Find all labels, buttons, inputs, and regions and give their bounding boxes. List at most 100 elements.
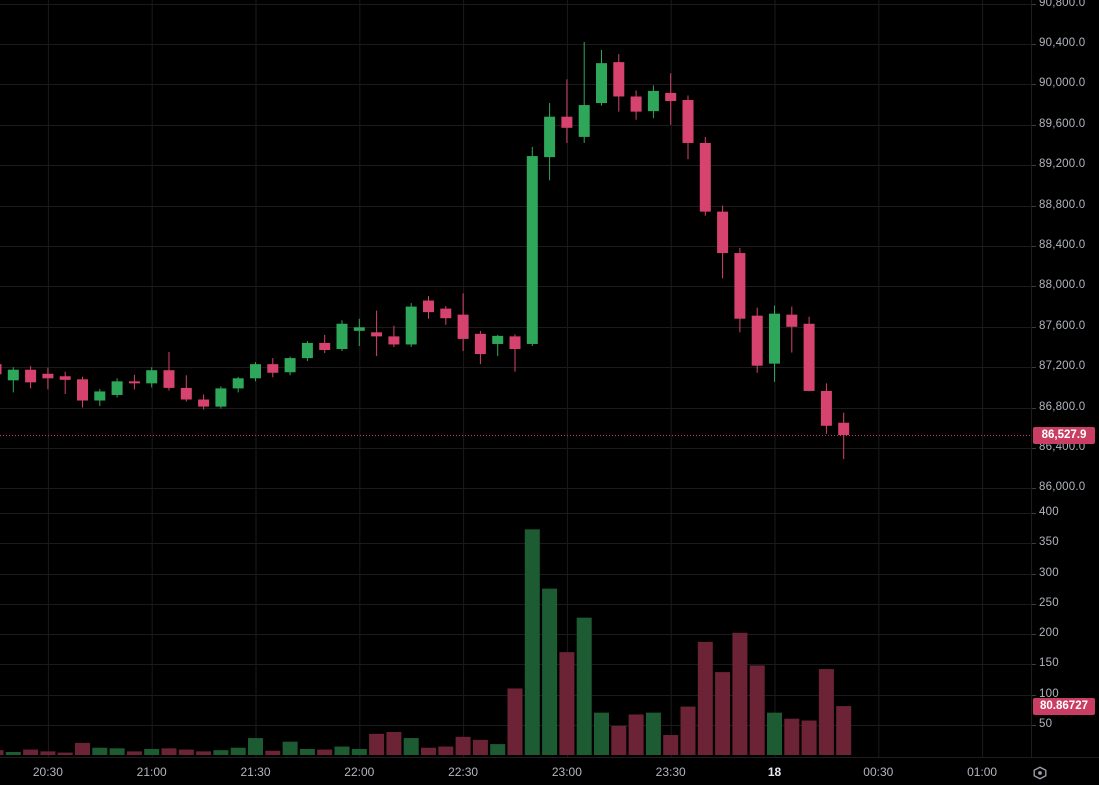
- axis-tick-mark: [1032, 695, 1036, 696]
- candle-body: [215, 388, 227, 407]
- volume-bar: [697, 641, 713, 755]
- volume-bar: [836, 706, 852, 755]
- candle-body: [699, 142, 711, 212]
- volume-bar: [23, 749, 39, 755]
- axis-tick-mark: [1032, 125, 1036, 126]
- volume-bar: [524, 529, 540, 755]
- last-price-badge: 86,527.9: [1033, 427, 1095, 444]
- axis-settings-icon[interactable]: [1030, 763, 1050, 783]
- volume-bar: [438, 746, 454, 755]
- candle-wick: [47, 367, 49, 390]
- candle-body: [717, 211, 729, 254]
- price-tick-label: 90,800.0: [1039, 0, 1086, 9]
- chart-plot-area[interactable]: [0, 0, 1031, 757]
- axis-tick-mark: [1032, 327, 1036, 328]
- volume-bar: [144, 748, 160, 755]
- time-tick-label: 01:00: [967, 765, 998, 779]
- axis-tick-mark: [1032, 574, 1036, 575]
- candle-body: [7, 369, 19, 381]
- volume-tick-label: 250: [1039, 597, 1059, 609]
- price-tick-label: 88,400.0: [1039, 239, 1086, 251]
- volume-tick-label: 400: [1039, 506, 1059, 518]
- volume-bar: [5, 751, 21, 755]
- axis-tick-mark: [1032, 488, 1036, 489]
- candle-body: [440, 308, 452, 319]
- candle-body: [838, 422, 850, 436]
- candle-wick: [64, 371, 66, 394]
- volume-bar: [421, 747, 436, 755]
- volume-bar: [299, 748, 315, 755]
- candle-body: [820, 390, 832, 426]
- volume-tick-label: 50: [1039, 718, 1053, 730]
- candle-wick: [514, 334, 516, 372]
- axis-tick-mark: [1032, 604, 1036, 605]
- axis-tick-mark: [1032, 543, 1036, 544]
- candle-body: [371, 332, 383, 337]
- candle-body: [578, 105, 590, 137]
- candle-body: [180, 387, 192, 400]
- volume-bar: [818, 669, 834, 755]
- candle-body: [734, 253, 746, 319]
- volume-bar: [351, 748, 367, 755]
- volume-bar: [680, 706, 696, 755]
- candle-body: [423, 300, 434, 313]
- time-tick-label: 23:00: [551, 765, 582, 779]
- axis-tick-mark: [1032, 165, 1036, 166]
- volume-bar: [386, 732, 402, 755]
- axis-tick-mark: [1032, 4, 1036, 5]
- volume-bar: [109, 748, 125, 755]
- candle-body: [336, 323, 348, 350]
- candle-body: [284, 358, 296, 373]
- candle-body: [544, 116, 556, 158]
- candle-wick: [566, 79, 568, 143]
- price-tick-label: 87,600.0: [1039, 320, 1086, 332]
- price-tick-label: 87,200.0: [1039, 360, 1086, 372]
- last-volume-badge: 80.86727: [1033, 698, 1095, 715]
- volume-bar: [663, 735, 679, 755]
- axis-tick-mark: [1032, 448, 1036, 449]
- axis-tick-mark: [1032, 44, 1036, 45]
- time-tick-label: 23:30: [655, 765, 686, 779]
- time-tick-label: 00:30: [863, 765, 894, 779]
- volume-bar: [92, 747, 108, 755]
- candle-body: [751, 315, 763, 366]
- time-axis[interactable]: 20:30 21:00 21:30 22:00 22:30 23:00 23:30 18 00:…: [0, 757, 1099, 785]
- candle-body: [596, 63, 607, 104]
- volume-bar: [507, 688, 523, 755]
- volume-bar: [472, 739, 488, 755]
- candle-body: [786, 314, 798, 327]
- candle-body: [77, 379, 88, 401]
- candle-wick: [358, 318, 360, 346]
- volume-bar: [40, 751, 56, 755]
- time-tick-label: 20:30: [32, 765, 63, 779]
- volume-bar: [732, 632, 748, 755]
- price-tick-label: 86,400.0: [1039, 441, 1086, 453]
- price-tick-label: 89,600.0: [1039, 118, 1086, 130]
- candle-body: [128, 381, 140, 384]
- candle-body: [163, 370, 175, 388]
- candle-body: [94, 391, 106, 401]
- volume-tick-label: 150: [1039, 657, 1059, 669]
- volume-bar: [369, 733, 385, 755]
- axis-tick-mark: [1032, 286, 1036, 287]
- candle-body: [250, 364, 261, 379]
- volume-bar: [57, 752, 73, 755]
- candle-body: [665, 92, 677, 102]
- candle-body: [457, 314, 469, 339]
- volume-bar: [784, 718, 800, 755]
- volume-tick-label: 200: [1039, 627, 1059, 639]
- candle-body: [42, 373, 54, 379]
- candle-body: [509, 336, 521, 350]
- price-axis[interactable]: 90,800.0 90,400.0 90,000.0 89,600.0 89,200.0…: [1031, 0, 1099, 757]
- volume-bar: [282, 741, 298, 755]
- volume-bar: [161, 748, 177, 755]
- candle-body: [111, 381, 123, 395]
- axis-tick-mark: [1032, 367, 1036, 368]
- volume-bar: [403, 738, 419, 755]
- volume-bar: [542, 588, 558, 755]
- volume-bar: [178, 749, 194, 755]
- candle-body: [405, 306, 417, 345]
- candle-body: [630, 96, 642, 112]
- candle-body: [301, 342, 313, 359]
